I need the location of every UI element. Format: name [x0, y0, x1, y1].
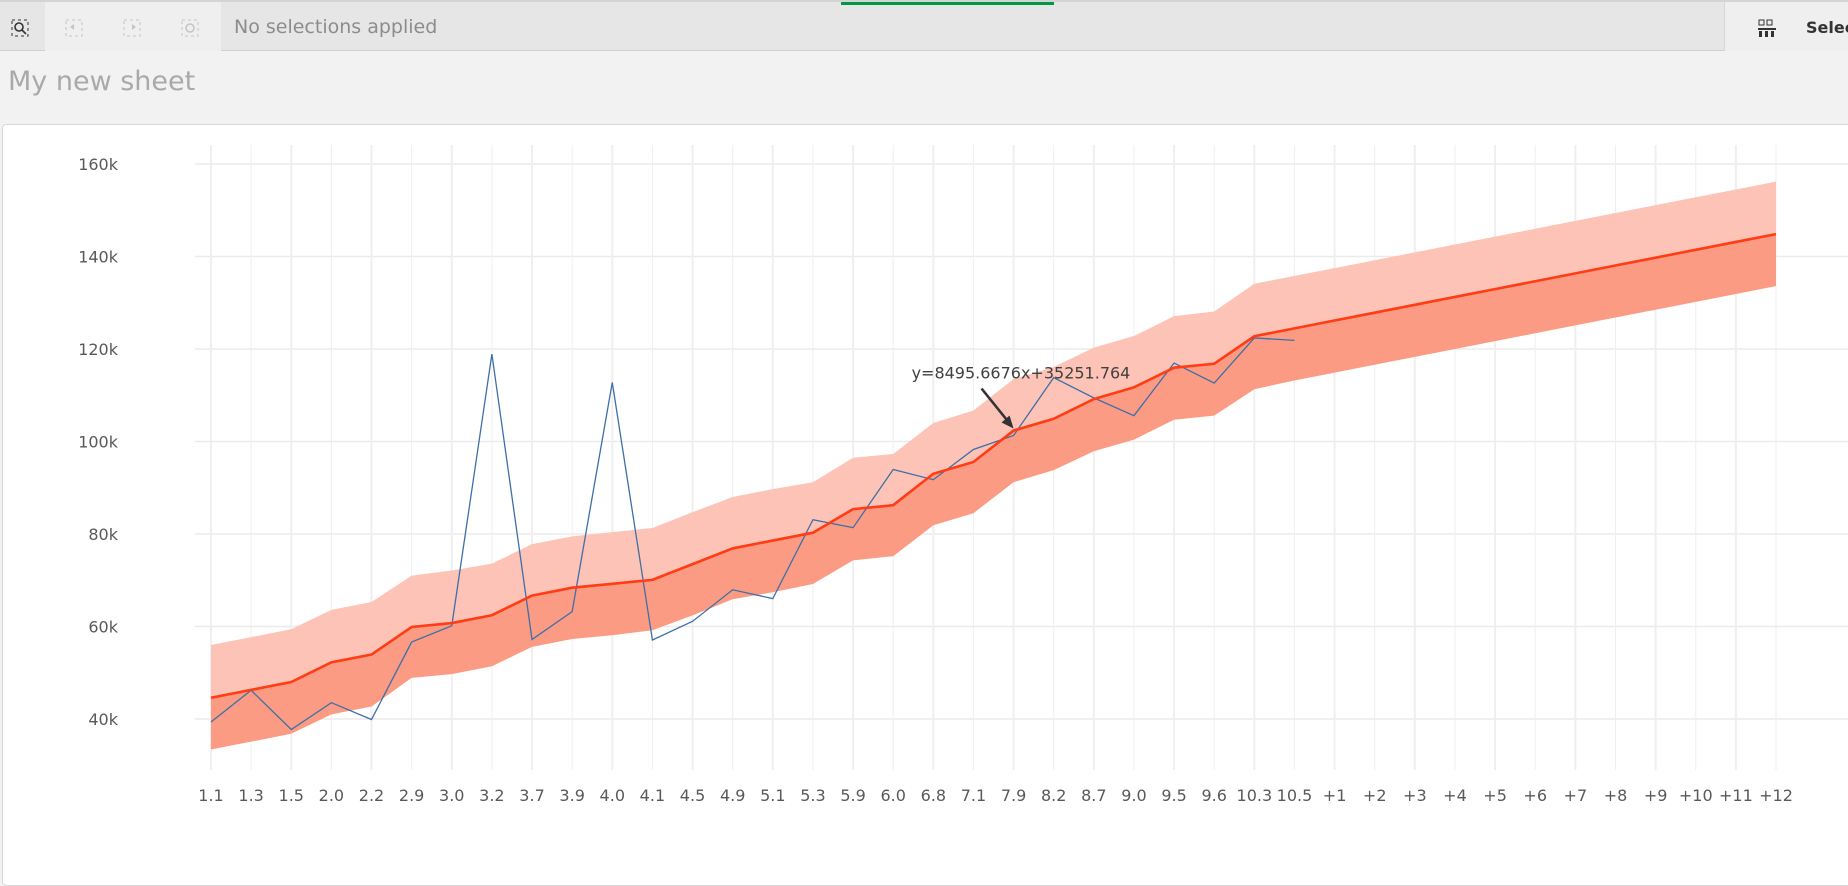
top-toolbar: No selections applied Selec [0, 0, 1848, 51]
loading-indicator [841, 2, 1054, 5]
clear-selections-icon[interactable] [175, 4, 205, 51]
sheet-title: My new sheet [8, 66, 195, 97]
selection-tools [45, 2, 221, 51]
step-forward-icon[interactable] [117, 4, 147, 51]
chart-panel [2, 124, 1848, 886]
selections-tool-icon[interactable] [1752, 4, 1782, 51]
selections-button[interactable]: Selec [1806, 18, 1848, 37]
step-back-icon[interactable] [59, 4, 89, 51]
selections-status: No selections applied [234, 16, 437, 38]
smart-search-icon[interactable] [0, 4, 40, 51]
